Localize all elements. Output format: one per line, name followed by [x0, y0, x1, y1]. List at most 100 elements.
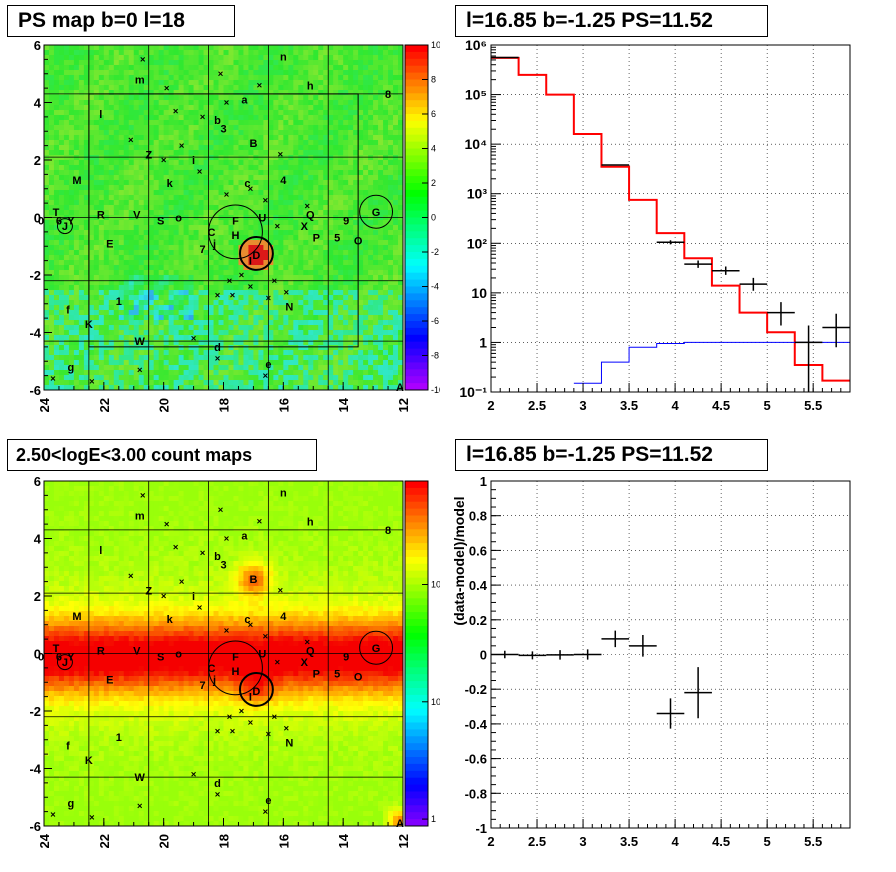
- source-label: N: [285, 738, 293, 750]
- source-label: E: [106, 238, 113, 250]
- x-tick-label: 24: [37, 833, 52, 848]
- source-label: 7: [199, 680, 205, 692]
- spectrum-background: [491, 45, 850, 392]
- source-label: K: [85, 755, 93, 767]
- source-label: W: [135, 336, 146, 348]
- source-cross-marker: [248, 186, 253, 192]
- source-label: 8: [385, 525, 391, 537]
- x-tick-label: 16: [276, 398, 291, 412]
- x-tick-label: 20: [157, 398, 172, 412]
- x-tick-label: 2.5: [528, 834, 546, 849]
- source-model-line: [573, 341, 850, 384]
- y-tick-label: 0.8: [469, 509, 487, 524]
- source-label: n: [280, 488, 287, 500]
- source-label: k: [167, 178, 174, 190]
- source-label: l: [99, 109, 102, 121]
- y-tick-label: -4: [29, 326, 41, 341]
- source-cross-marker: [161, 593, 167, 599]
- y-tick-label: -2: [29, 268, 41, 283]
- source-label: o: [175, 213, 182, 225]
- source-label: J: [62, 657, 68, 669]
- source-label: Q: [306, 646, 315, 658]
- x-tick-label: 2: [487, 834, 494, 849]
- source-cross-marker: [197, 605, 202, 610]
- source-label: I: [249, 256, 252, 268]
- spectrum-panel: 2 2.5 3 3.5 4 4.5 5 5.5 10⁻¹ 1 10 10² 10³ 10⁴ 10⁵ 10⁶ l…: [448, 0, 896, 436]
- source-label: 9: [343, 651, 349, 663]
- source-label: Z: [145, 149, 152, 161]
- source-cross-marker: [50, 812, 56, 817]
- source-label: S: [157, 215, 164, 227]
- source-label: D: [252, 250, 260, 262]
- source-label: i: [192, 591, 195, 603]
- source-label: 8: [385, 89, 391, 101]
- source-label: 3: [220, 123, 226, 135]
- source-cross-marker: [137, 367, 143, 373]
- source-cross-marker: [224, 628, 229, 633]
- colorbar-tick-label: 10: [431, 697, 440, 707]
- source-cross-marker: [215, 728, 220, 734]
- spectrum-title: l=16.85 b=-1.25 PS=11.52: [455, 5, 768, 37]
- source-label: C: [208, 663, 216, 675]
- x-tick-label: 4: [671, 398, 679, 413]
- colorbar-tick-label: 0: [431, 213, 436, 223]
- source-circle: [359, 194, 394, 229]
- x-tick-label: 5.5: [804, 398, 822, 413]
- source-label: 4: [280, 175, 287, 187]
- y-tick-label: 6: [34, 474, 41, 489]
- source-label: F: [232, 215, 239, 227]
- x-tick-label: 3.5: [620, 398, 638, 413]
- source-label: T: [53, 207, 60, 219]
- x-tick-label: 14: [336, 397, 351, 412]
- source-label: 6: [56, 651, 62, 663]
- roi-box: [88, 93, 359, 348]
- source-label: c: [244, 614, 250, 626]
- source-cross-marker: [161, 157, 167, 163]
- x-tick-label: 5.5: [804, 834, 822, 849]
- source-label: U: [258, 213, 266, 225]
- y-tick-label: -6: [29, 383, 41, 398]
- y-tick-label: 4: [34, 96, 42, 111]
- source-cross-marker: [248, 622, 253, 628]
- source-label: c: [244, 178, 250, 190]
- source-label: Z: [145, 585, 152, 597]
- x-tick-label: 3: [579, 398, 586, 413]
- source-label: d: [214, 342, 221, 354]
- ps-map-title: PS map b=0 l=18: [7, 5, 235, 37]
- ps-map-pixels: [44, 45, 404, 391]
- residual-title: l=16.85 b=-1.25 PS=11.52: [455, 439, 768, 471]
- x-tick-label: 22: [97, 834, 112, 848]
- source-cross-marker: [263, 633, 268, 639]
- source-label: G: [372, 643, 381, 655]
- data-point: [822, 313, 850, 348]
- source-cross-marker: [128, 137, 134, 143]
- source-cross-marker: [191, 335, 196, 341]
- colorbar-tick-label: 10²: [431, 580, 440, 590]
- data-point: [684, 260, 712, 268]
- source-circle: [208, 204, 263, 260]
- x-tick-label: 2: [487, 398, 494, 413]
- y-tick-label: 0: [34, 647, 41, 662]
- source-label: R: [97, 646, 105, 658]
- residual-panel: 2 2.5 3 3.5 4 4.5 5 5.5 -1 -0.8 -0.6 -0.4 -0.2 0 0.2 0.…: [448, 436, 896, 872]
- source-cross-marker: [248, 284, 253, 289]
- source-label: Q: [306, 210, 315, 222]
- source-label: M: [72, 175, 81, 187]
- y-tick-label: 10⁵: [465, 87, 487, 103]
- source-cross-marker: [140, 493, 146, 498]
- source-cross-marker: [230, 728, 235, 734]
- source-cross-marker: [173, 544, 178, 550]
- source-cross-marker: [215, 292, 220, 298]
- source-cross-marker: [191, 771, 196, 777]
- y-tick-label: 10⁶: [465, 37, 487, 53]
- source-label: U: [258, 649, 266, 661]
- source-circle: [238, 671, 274, 707]
- source-cross-marker: [179, 143, 184, 148]
- source-label: A: [396, 382, 404, 394]
- source-label: n: [280, 52, 287, 64]
- y-tick-label: 0.2: [469, 613, 487, 628]
- source-cross-marker: [283, 289, 289, 295]
- source-cross-marker: [239, 272, 244, 278]
- x-tick-label: 2.5: [528, 398, 546, 413]
- source-cross-marker: [200, 114, 205, 120]
